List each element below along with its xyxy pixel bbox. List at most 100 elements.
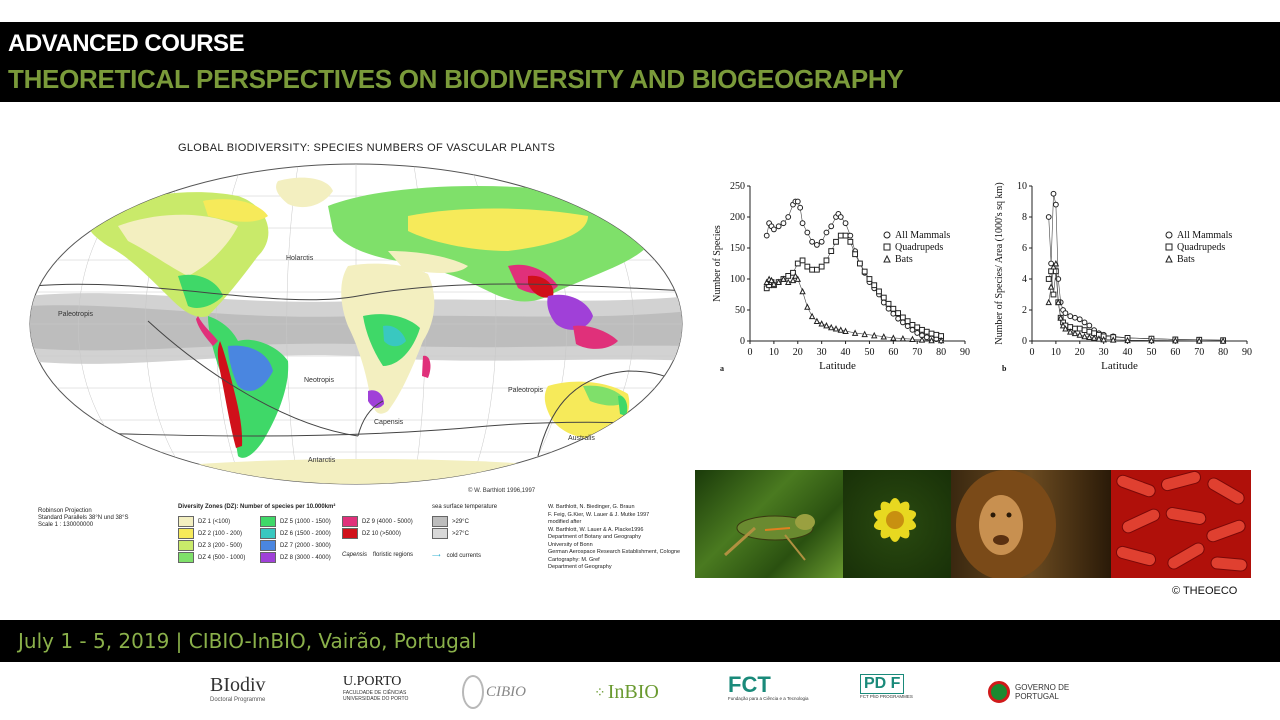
legend-label: All Mammals xyxy=(1177,230,1232,241)
zone-6-swatch xyxy=(260,528,276,539)
data-point xyxy=(1059,321,1067,329)
biodiv-logo[interactable]: BIodiv Doctoral Programme xyxy=(210,674,266,710)
data-point xyxy=(851,329,859,336)
y-tick-label: 8 xyxy=(1022,212,1027,223)
region-neotropis: Neotropis xyxy=(304,377,334,384)
pdf-logo-subtitle: FCT PhD PROGRAMMES xyxy=(860,694,913,699)
data-point xyxy=(813,266,820,273)
chart-a: 0 10 20 30 40 50 60 70 80 90 0 50 100 150 200 250 Latitu… xyxy=(712,181,970,373)
data-point xyxy=(1090,334,1098,341)
zone-6-label: DZ 6 (1500 - 2000) xyxy=(280,531,331,538)
y-tick-label: 6 xyxy=(1022,243,1027,254)
data-point xyxy=(847,232,854,239)
zone-3-label: DZ 3 (200 - 500) xyxy=(198,543,243,550)
map-authors: W. Barthlott, N. Biedinger, G. Braun F. F… xyxy=(548,504,681,570)
data-point xyxy=(799,287,806,295)
data-point xyxy=(880,333,887,340)
biodiv-logo-subtitle: Doctoral Programme xyxy=(210,697,266,703)
zone-8-swatch xyxy=(260,552,276,563)
sst-29-label: >29°C xyxy=(452,519,469,526)
panel-label: a xyxy=(720,364,724,373)
fct-logo[interactable]: FCT Fundação para a Ciência e a Tecnolog… xyxy=(728,674,808,710)
cibio-mark-icon xyxy=(462,675,484,709)
data-point xyxy=(775,278,782,285)
x-tick-label: 0 xyxy=(748,347,753,358)
data-point xyxy=(895,315,902,322)
data-point xyxy=(1100,335,1107,343)
data-point xyxy=(842,327,849,334)
data-point xyxy=(937,336,945,344)
data-point xyxy=(837,232,844,239)
legend-label: Quadrupeds xyxy=(895,242,943,253)
legend-marker xyxy=(1165,243,1173,251)
y-tick-label: 10 xyxy=(1017,181,1027,192)
data-point xyxy=(899,319,906,326)
uporto-logo[interactable]: U.PORTO FACULDADE DE CIÊNCIAS UNIVERSIDA… xyxy=(343,674,408,710)
data-point xyxy=(799,220,806,227)
legend-zone-4: DZ 4 (500 - 1000) xyxy=(178,552,245,563)
cibio-logo-text: CIBIO xyxy=(486,683,526,700)
data-point xyxy=(823,257,830,264)
data-point xyxy=(909,335,916,343)
governo-portugal-logo[interactable]: GOVERNO DE PORTUGAL xyxy=(988,674,1069,710)
data-point xyxy=(880,294,887,301)
region-australis: Australis xyxy=(568,435,595,442)
data-point xyxy=(1062,310,1069,317)
zone-2-swatch xyxy=(178,528,194,539)
uporto-logo-text: U.PORTO xyxy=(343,674,402,689)
data-point xyxy=(804,229,811,236)
region-antarctis: Antarctis xyxy=(308,457,336,464)
data-point xyxy=(775,223,782,230)
y-tick-label: 250 xyxy=(730,181,745,192)
inbio-logo[interactable]: ⁘ InBIO xyxy=(594,674,659,710)
header-bar: ADVANCED COURSE THEORETICAL PERSPECTIVES… xyxy=(0,22,1280,102)
data-point xyxy=(1057,314,1064,321)
data-point xyxy=(904,318,911,325)
footer-bar: July 1 - 5, 2019 | CIBIO-InBIO, Vairão, … xyxy=(0,620,1280,662)
legend-marker xyxy=(1165,231,1173,239)
legend-zone-5: DZ 5 (1000 - 1500) xyxy=(260,516,331,527)
cibio-logo[interactable]: CIBIO xyxy=(462,674,526,710)
data-point xyxy=(809,238,816,245)
data-point xyxy=(885,305,892,312)
data-point xyxy=(797,204,804,211)
data-point xyxy=(890,334,897,341)
data-point xyxy=(1047,283,1055,290)
projection-scale: Scale 1 : 130000000 xyxy=(38,522,94,528)
x-tick-label: 40 xyxy=(841,347,851,358)
data-point xyxy=(1081,319,1088,326)
logo-strip: BIodiv Doctoral Programme U.PORTO FACULD… xyxy=(0,662,1280,720)
x-tick-label: 10 xyxy=(769,347,779,358)
grasshopper-photo xyxy=(695,470,843,578)
legend-zone-10: DZ 10 (>5000) xyxy=(342,528,401,539)
data-point xyxy=(780,220,787,227)
pdf-logo[interactable]: PD F FCT PhD PROGRAMMES xyxy=(860,674,913,710)
data-point xyxy=(1045,298,1052,306)
data-point xyxy=(1172,337,1179,344)
panel-label: b xyxy=(1002,364,1007,373)
data-point xyxy=(785,214,792,220)
data-point xyxy=(890,310,897,317)
data-point xyxy=(847,238,854,245)
data-point xyxy=(837,326,844,333)
y-tick-label: 50 xyxy=(735,305,745,316)
legend-marker xyxy=(1165,254,1173,263)
data-point xyxy=(832,325,840,332)
x-tick-label: 60 xyxy=(1170,347,1180,358)
inbio-logo-text: InBIO xyxy=(607,680,659,703)
data-point xyxy=(923,334,930,341)
data-point xyxy=(885,300,892,307)
course-title: THEORETICAL PERSPECTIVES ON BIODIVERSITY… xyxy=(8,64,904,94)
data-point xyxy=(852,251,859,258)
data-point xyxy=(804,263,811,270)
data-point xyxy=(1055,298,1062,306)
data-point xyxy=(876,288,882,295)
portugal-emblem-icon xyxy=(988,681,1010,703)
data-point xyxy=(799,257,806,264)
data-point xyxy=(813,242,820,248)
data-point xyxy=(1050,190,1057,197)
data-point xyxy=(928,330,935,337)
legend-label: All Mammals xyxy=(895,230,950,241)
data-point xyxy=(1062,325,1069,332)
data-point xyxy=(770,280,778,287)
